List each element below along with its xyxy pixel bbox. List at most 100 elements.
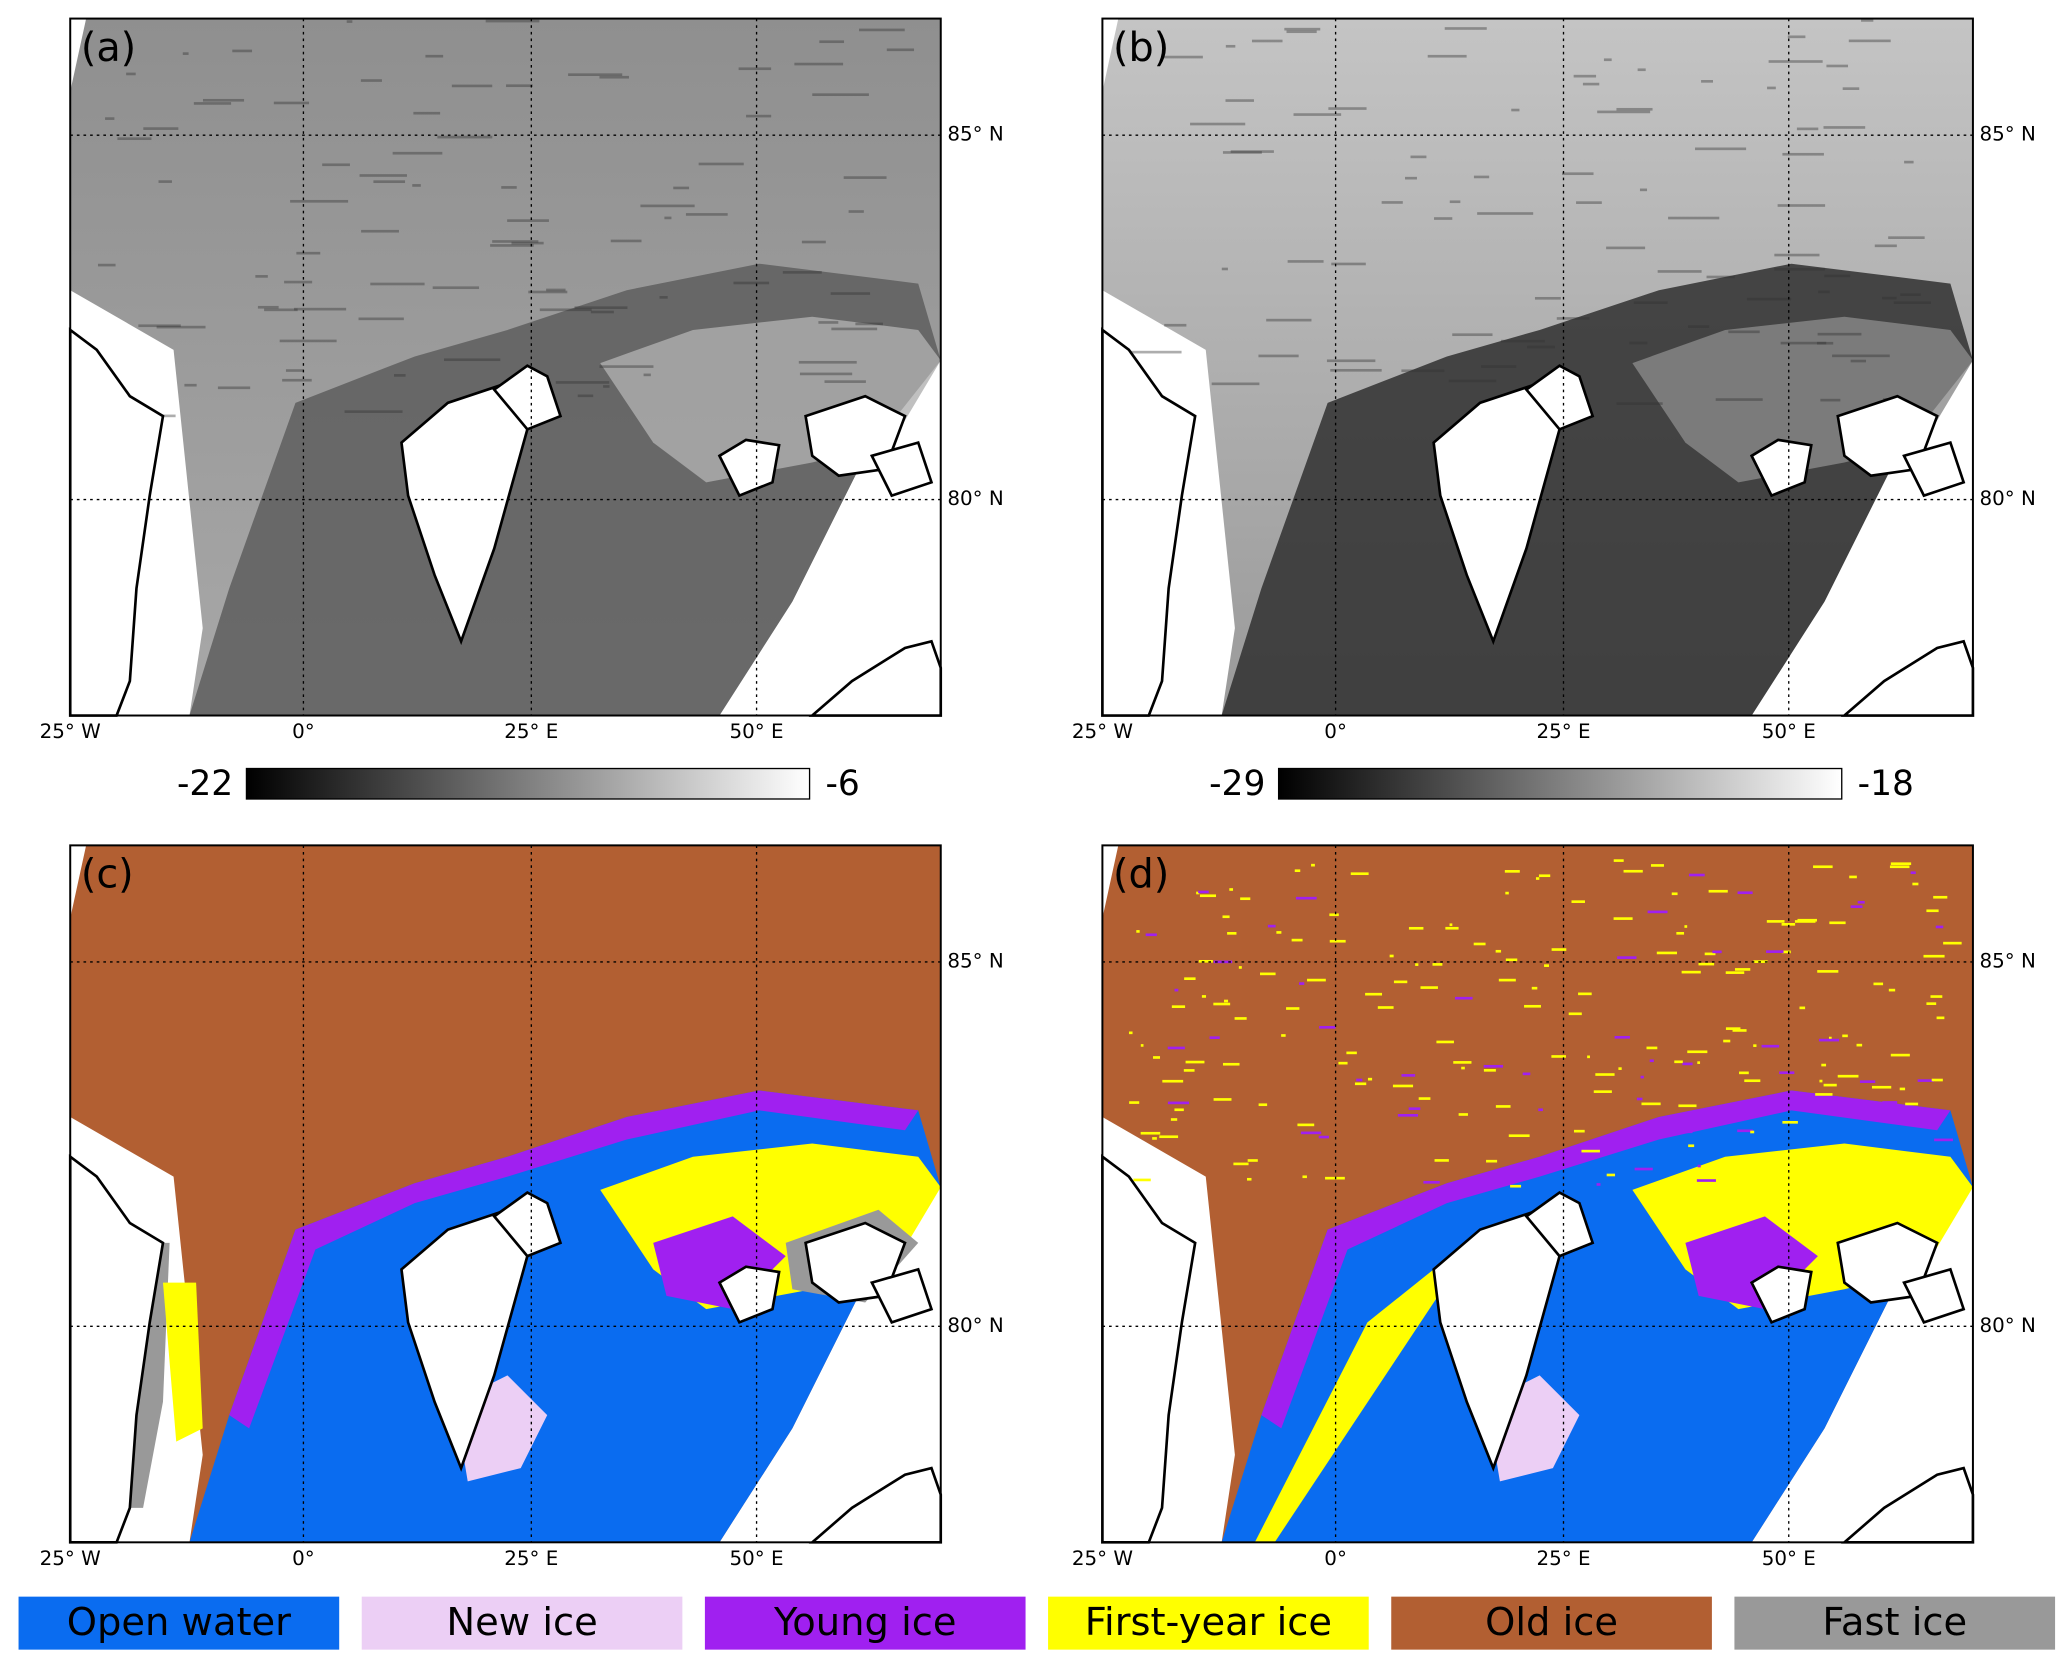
ice-speckle	[1712, 950, 1722, 954]
land	[1749, 438, 1813, 498]
sar-texture	[1556, 317, 1590, 320]
ice-speckle	[1779, 1071, 1795, 1075]
sar-texture	[1767, 86, 1776, 90]
sar-texture	[285, 369, 304, 372]
sar-texture	[599, 365, 654, 368]
ice-speckle	[1923, 954, 1945, 958]
ice-speckle	[1678, 1104, 1697, 1108]
ice-speckle	[1641, 1102, 1661, 1106]
sar-texture	[370, 282, 425, 286]
ice-speckle	[1782, 1121, 1798, 1124]
sar-texture	[831, 327, 878, 331]
sar-texture	[1597, 110, 1651, 114]
sar-texture	[126, 72, 136, 76]
lat-label: 85° N	[1980, 123, 2036, 146]
sar-texture	[603, 385, 610, 388]
ice-speckle	[1871, 1085, 1892, 1089]
sar-texture	[1410, 155, 1427, 159]
ice-speckle	[1504, 870, 1520, 873]
sar-texture	[105, 117, 115, 120]
sar-texture	[1293, 113, 1342, 116]
sar-texture	[673, 186, 690, 190]
sar-texture	[1266, 318, 1312, 322]
sar-texture	[358, 317, 404, 321]
ice-speckle	[1818, 1038, 1840, 1042]
ice-speckle	[1171, 1005, 1186, 1008]
sar-texture	[685, 213, 728, 216]
sar-texture	[1774, 253, 1820, 257]
sar-texture	[1448, 379, 1497, 383]
sar-texture	[1874, 244, 1897, 248]
sar-texture	[392, 151, 443, 155]
ice-speckle	[1184, 977, 1196, 981]
ice-speckle	[1681, 970, 1701, 974]
lat-label: 85° N	[947, 123, 1003, 146]
ice-speckle	[1649, 1059, 1654, 1063]
sar-texture	[360, 79, 382, 82]
ice-speckle	[1882, 1101, 1898, 1104]
ice-speckle	[1682, 1062, 1693, 1066]
sar-texture	[640, 204, 695, 208]
ice-speckle	[1209, 1036, 1220, 1039]
land	[1524, 364, 1595, 431]
lon-label: 25° E	[504, 720, 558, 743]
ice-speckle	[1617, 956, 1637, 959]
sar-texture	[818, 321, 839, 324]
ice-speckle	[1856, 1043, 1863, 1047]
sar-texture	[156, 325, 206, 329]
sar-texture	[1473, 175, 1490, 179]
sar-texture	[1534, 296, 1561, 300]
sar-texture	[138, 324, 181, 328]
sar-texture	[1221, 267, 1228, 271]
sar-texture	[294, 307, 347, 311]
ice-speckle	[1238, 966, 1242, 969]
ice-speckle	[1613, 917, 1633, 920]
ice-speckle	[1708, 889, 1728, 893]
sar-texture	[1405, 176, 1417, 180]
ice-speckle	[1260, 972, 1276, 976]
ice-speckle	[1346, 1051, 1357, 1055]
ice-speckle	[1300, 1131, 1322, 1135]
sar-texture	[599, 75, 629, 79]
ice-speckle	[1737, 891, 1753, 895]
lon-label: 25° W	[40, 1547, 101, 1570]
sar-texture	[1842, 87, 1860, 90]
sar-texture	[1848, 39, 1891, 43]
ice-speckle	[1850, 905, 1863, 908]
sar-texture	[273, 101, 310, 105]
sar-texture	[255, 275, 268, 278]
sar-texture	[859, 28, 905, 32]
ice-speckle	[1133, 1178, 1151, 1182]
ice-speckle	[1318, 1135, 1329, 1139]
lon-label: 50° E	[730, 1547, 784, 1570]
ice-speckle	[1170, 1118, 1178, 1121]
sar-texture	[284, 280, 313, 284]
ice-speckle	[1568, 1012, 1582, 1016]
ice-speckle	[1753, 1044, 1757, 1047]
ice-speckle	[1917, 1157, 1935, 1161]
ice-speckle	[1766, 950, 1784, 953]
legend-label: Open water	[67, 1600, 291, 1645]
ice-speckle	[1213, 1002, 1231, 1006]
sar-texture	[848, 210, 864, 213]
sar-texture	[413, 111, 441, 115]
ice-speckle	[1267, 924, 1276, 928]
sar-texture	[344, 410, 403, 413]
ice-speckle	[1723, 1039, 1731, 1043]
lon-label: 25° E	[1536, 1547, 1590, 1570]
legend-label: First-year ice	[1085, 1600, 1332, 1645]
ice-speckle	[1828, 1036, 1832, 1040]
ice-speckle	[1246, 1177, 1252, 1181]
sar-texture	[794, 62, 844, 66]
sar-texture	[733, 281, 770, 285]
sar-texture	[539, 308, 592, 312]
sar-texture	[546, 288, 566, 292]
ice-speckle	[1128, 1031, 1133, 1035]
ice-speckle	[1234, 1017, 1247, 1020]
ice-speckle	[1933, 895, 1948, 899]
sar-texture	[1286, 30, 1317, 34]
ice-speckle	[1890, 862, 1912, 866]
ice-speckle	[1614, 1035, 1630, 1039]
ice-speckle	[1455, 996, 1473, 1000]
